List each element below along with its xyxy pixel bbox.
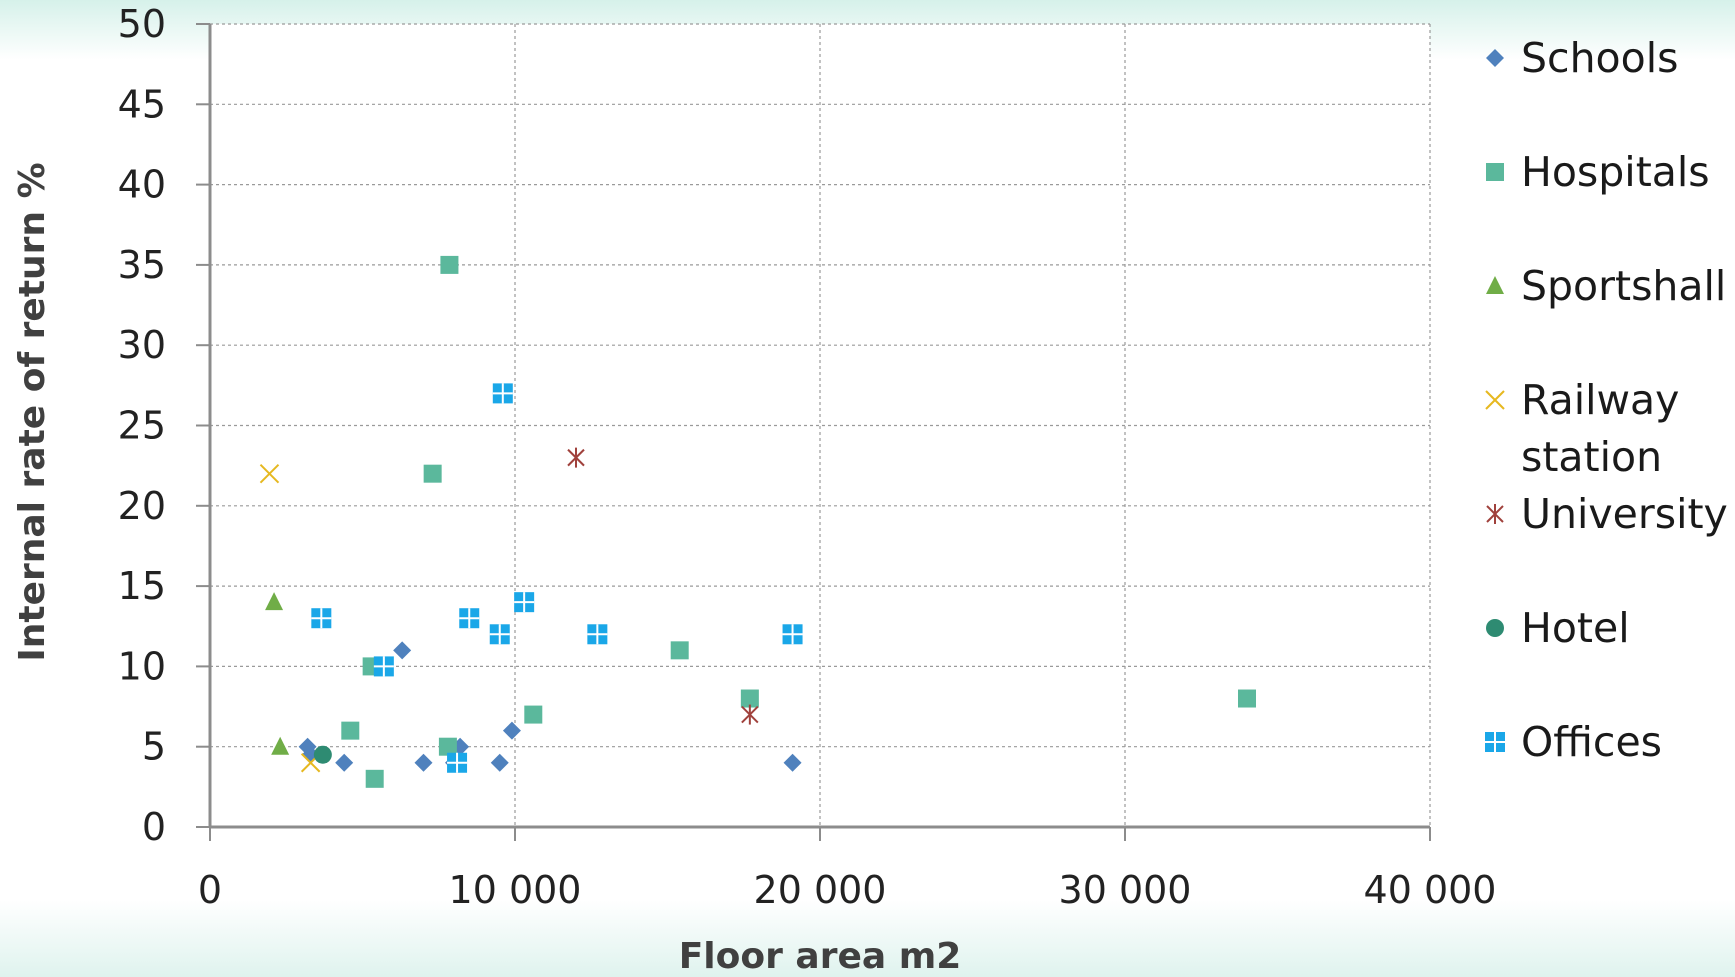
y-tick-label: 10 — [118, 644, 166, 688]
data-point — [438, 737, 457, 756]
legend-item: Offices — [1485, 718, 1662, 766]
data-point — [514, 592, 535, 613]
data-point — [423, 464, 442, 483]
data-point — [414, 753, 433, 772]
x-tick-label: 40 000 — [1364, 868, 1497, 912]
y-tick-label: 0 — [142, 805, 166, 849]
series-hotel — [313, 745, 332, 764]
series-offices — [311, 383, 803, 773]
y-tick-label: 15 — [118, 564, 166, 608]
data-point — [492, 383, 513, 404]
series-hospitals — [341, 255, 1256, 788]
legend-item: Hotel — [1486, 604, 1630, 652]
data-point — [459, 608, 480, 629]
data-point — [393, 641, 412, 660]
legend-label: Sportshall — [1521, 262, 1726, 310]
y-tick-label: 45 — [118, 82, 166, 126]
data-point — [373, 656, 394, 677]
y-tick-label: 50 — [118, 2, 166, 46]
legend-label: Schools — [1521, 34, 1678, 82]
legend-item: Sportshall — [1486, 262, 1726, 310]
data-point — [783, 753, 802, 772]
data-point — [259, 463, 280, 484]
series-sportshall — [265, 592, 290, 755]
legend-marker — [1486, 276, 1504, 294]
y-tick-label: 30 — [118, 323, 166, 367]
data-point — [741, 704, 759, 725]
data-point — [502, 721, 521, 740]
data-point — [440, 255, 459, 274]
data-point — [1238, 689, 1256, 708]
x-tick-label: 20 000 — [754, 868, 887, 912]
data-point — [740, 689, 759, 708]
legend-label: Hospitals — [1521, 148, 1710, 196]
y-tick-label: 35 — [118, 243, 166, 287]
x-axis-title: Floor area m2 — [679, 936, 962, 977]
data-point — [335, 753, 354, 772]
data-point — [567, 447, 585, 468]
y-tick-label: 20 — [118, 484, 166, 528]
legend-item: Railway station — [1485, 376, 1679, 481]
data-point — [489, 624, 510, 645]
data-point — [271, 736, 290, 755]
x-tick-label: 10 000 — [449, 868, 582, 912]
legend-label: Offices — [1521, 718, 1662, 766]
data-point — [587, 624, 608, 645]
legend-item: University — [1486, 490, 1728, 538]
legend-item: Schools — [1486, 34, 1678, 82]
gridlines — [210, 23, 1431, 827]
y-tick-label: 5 — [142, 725, 166, 769]
y-tick-label: 40 — [118, 163, 166, 207]
legend: Schools Hospitals Sportshall Railway station… — [1485, 34, 1728, 766]
data-point — [313, 745, 332, 764]
legend-label: station — [1521, 433, 1662, 481]
legend-label: Hotel — [1521, 604, 1630, 652]
x-tick-label: 0 — [198, 868, 222, 912]
legend-marker — [1486, 163, 1504, 181]
data-point — [311, 608, 332, 629]
legend-label: Railway — [1521, 376, 1679, 424]
legend-label: University — [1521, 490, 1728, 538]
legend-marker — [1485, 732, 1505, 752]
y-axis-title: Internal rate of return % — [12, 162, 53, 661]
data-point — [782, 624, 803, 645]
data-point — [670, 641, 689, 660]
axes: 0 5 10 15 20 25 30 35 40 45 50 0 10 000 20 000 30 000 4… — [118, 2, 1497, 912]
data-point — [490, 753, 509, 772]
y-tick-label: 25 — [118, 404, 166, 448]
x-tick-label: 30 000 — [1059, 868, 1192, 912]
data-point — [341, 721, 360, 740]
data-point — [524, 705, 543, 724]
series-university — [567, 447, 759, 725]
data-point — [265, 592, 284, 611]
legend-marker — [1485, 390, 1505, 410]
legend-marker — [1486, 49, 1504, 67]
legend-marker — [1486, 619, 1504, 637]
data-point — [365, 769, 384, 788]
legend-item: Hospitals — [1486, 148, 1710, 196]
legend-marker — [1486, 504, 1504, 524]
data-point — [447, 752, 468, 773]
data-points — [259, 255, 1256, 788]
